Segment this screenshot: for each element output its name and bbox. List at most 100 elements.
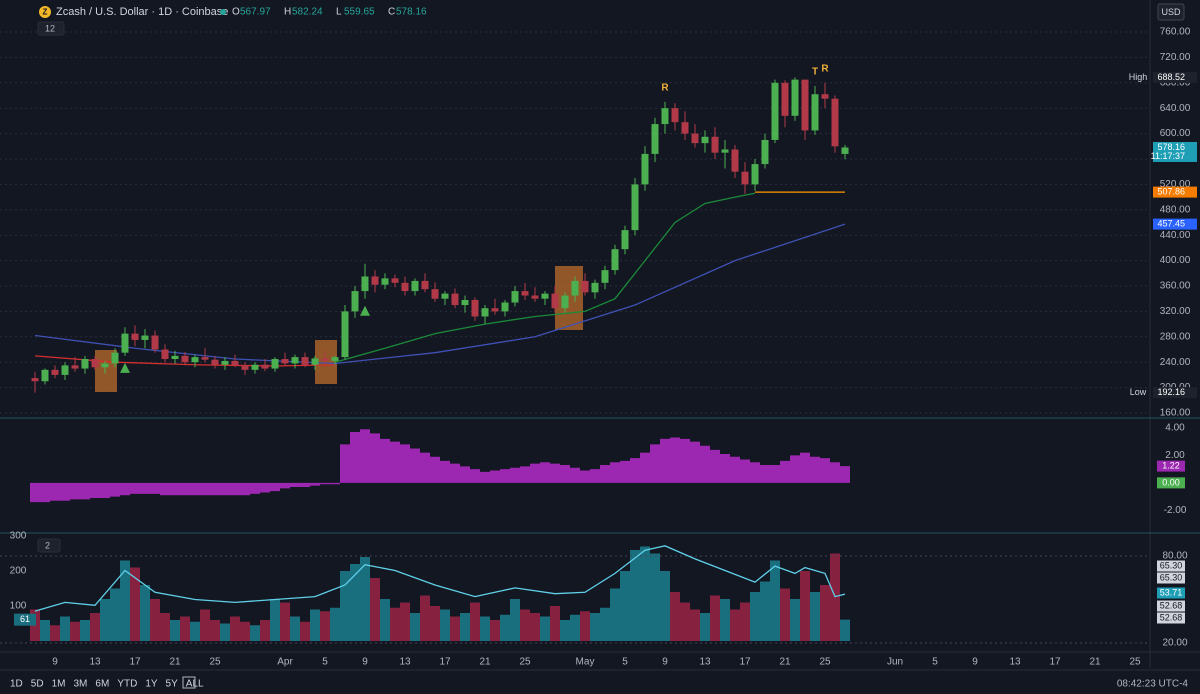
signal-marker: T xyxy=(812,67,818,78)
y-tick-label: 4.00 xyxy=(1165,423,1185,434)
candle-body xyxy=(841,147,849,154)
histogram-bar xyxy=(80,620,90,641)
histogram-bar xyxy=(320,611,330,641)
y-tick-label: 200 xyxy=(10,566,27,577)
candle-body xyxy=(411,280,419,292)
ohlc-value: 578.16 xyxy=(396,7,427,18)
histogram-bar xyxy=(60,616,70,641)
y-tick-label: 360.00 xyxy=(1160,281,1191,292)
histogram-bar xyxy=(310,609,320,641)
timeframe-button[interactable]: 5D xyxy=(31,679,44,690)
y-tick-label: 760.00 xyxy=(1160,27,1191,38)
x-tick-label: 9 xyxy=(362,657,368,668)
timeframe-button[interactable]: ALL xyxy=(186,679,204,690)
histogram-bar xyxy=(490,470,500,483)
histogram-bar xyxy=(190,482,200,496)
countdown: 11:17:37 xyxy=(1151,151,1185,161)
candle-body xyxy=(511,291,519,303)
pane-toggle[interactable] xyxy=(37,538,61,553)
y-tick-label: 240.00 xyxy=(1160,357,1191,368)
y-tick-label: -2.00 xyxy=(1164,505,1187,516)
histogram-bar xyxy=(590,469,600,483)
timeframe-button[interactable]: 6M xyxy=(95,679,109,690)
candle-body xyxy=(161,349,169,360)
histogram-bar xyxy=(240,482,250,496)
candle-body xyxy=(831,98,839,147)
candle-body xyxy=(51,369,59,375)
y-tick-label: 300 xyxy=(10,531,27,542)
ohlc-key: O xyxy=(232,7,240,18)
timeframe-button[interactable]: 1D xyxy=(10,679,23,690)
currency-label[interactable]: USD xyxy=(1161,7,1181,17)
timeframe-button[interactable]: 1M xyxy=(52,679,66,690)
candle-body xyxy=(681,122,689,134)
last-value-text: 61 xyxy=(20,614,30,624)
timeframe-button[interactable]: YTD xyxy=(117,679,137,690)
histogram-bar xyxy=(70,621,80,641)
histogram-bar xyxy=(150,482,160,494)
x-tick-label: 25 xyxy=(519,657,531,668)
indicators-toggle[interactable] xyxy=(37,21,65,36)
candle-body xyxy=(721,149,729,153)
histogram-bar xyxy=(50,482,60,501)
histogram-bar xyxy=(200,482,210,496)
histogram-bar xyxy=(710,449,720,483)
value-badge xyxy=(1157,612,1185,624)
candle-body xyxy=(771,82,779,140)
histogram-bar xyxy=(300,621,310,641)
histogram-bar xyxy=(390,441,400,483)
buy-signal xyxy=(360,305,370,316)
candle-body xyxy=(671,108,679,123)
value-badge xyxy=(1157,560,1185,572)
candle-body xyxy=(731,149,739,172)
histogram-bar xyxy=(230,616,240,641)
y-tick-label: 280.00 xyxy=(1160,331,1191,342)
candle-body xyxy=(351,291,359,312)
histogram-bar xyxy=(320,482,330,485)
timeframe-button[interactable]: 5Y xyxy=(166,679,179,690)
last-value-badge xyxy=(14,613,36,626)
histogram-bar xyxy=(170,482,180,496)
date-range-icon[interactable] xyxy=(182,676,196,689)
histogram-bar xyxy=(210,482,220,496)
histogram-bar xyxy=(180,616,190,641)
currency-button[interactable] xyxy=(1157,3,1185,21)
histogram-bar xyxy=(710,595,720,641)
histogram-bar xyxy=(270,599,280,641)
candle-body xyxy=(61,365,69,375)
candle-body xyxy=(461,299,469,306)
histogram-bar xyxy=(680,438,690,483)
symbol-title: Zcash / U.S. Dollar · 1D · Coinbase xyxy=(56,6,228,18)
histogram-bar xyxy=(720,599,730,641)
histogram-bar xyxy=(660,438,670,483)
candle-body xyxy=(631,184,639,231)
pane-count[interactable]: 2 xyxy=(45,540,50,550)
y-tick-label: 440.00 xyxy=(1160,230,1191,241)
value-badge-text: 53.71 xyxy=(1160,587,1183,597)
histogram-bar xyxy=(290,616,300,641)
candle-body xyxy=(311,358,319,365)
value-badge xyxy=(1157,600,1185,612)
indicators-count[interactable]: 12 xyxy=(45,23,55,33)
histogram-bar xyxy=(800,452,810,483)
candle-body xyxy=(571,280,579,296)
timeframe-button[interactable]: 3M xyxy=(74,679,88,690)
histogram-bar xyxy=(420,452,430,483)
candle-body xyxy=(451,293,459,306)
value-badge-text: 52.68 xyxy=(1160,600,1183,610)
histogram-bar xyxy=(590,613,600,641)
histogram-bar xyxy=(510,599,520,641)
candle-body xyxy=(251,364,259,370)
value-badge xyxy=(1157,587,1185,599)
timeframe-button[interactable]: 1Y xyxy=(145,679,158,690)
x-tick-label: 9 xyxy=(662,657,668,668)
histogram-bar xyxy=(220,482,230,496)
candle-body xyxy=(621,230,629,250)
candle-body xyxy=(141,335,149,340)
histogram-bar xyxy=(840,619,850,641)
histogram-bar xyxy=(390,607,400,641)
histogram-bar xyxy=(130,567,140,641)
y-tick-label: 520.00 xyxy=(1160,179,1191,190)
candle-body xyxy=(781,82,789,116)
histogram-bar xyxy=(90,613,100,641)
